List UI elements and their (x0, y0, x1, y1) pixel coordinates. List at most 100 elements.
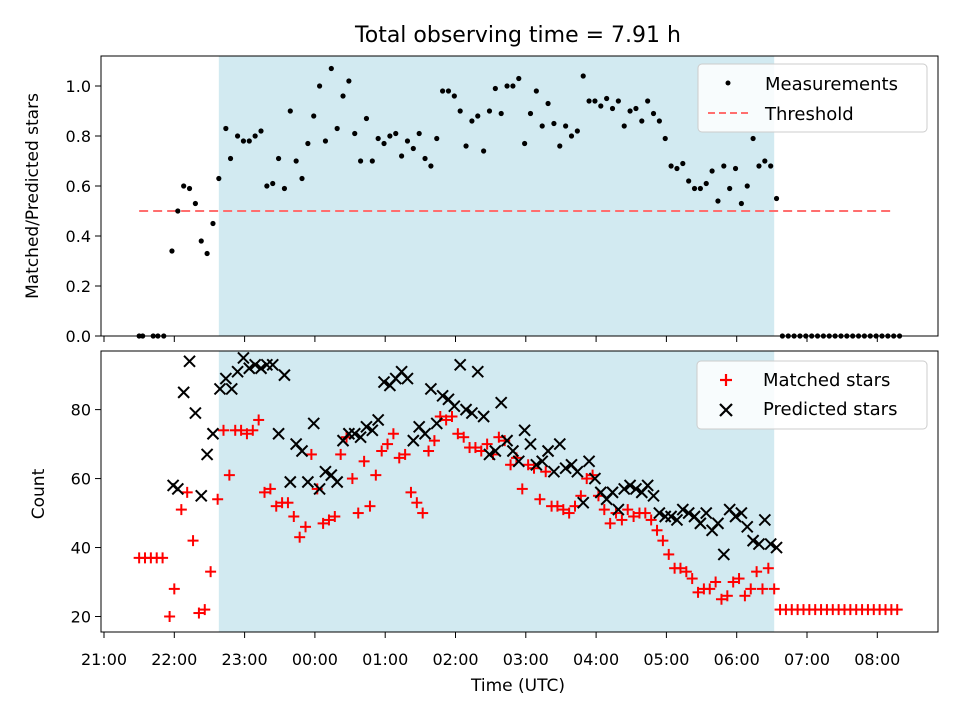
predicted-star-point (295, 444, 309, 458)
measurement-point (192, 200, 198, 207)
predicted-star-point (465, 406, 479, 420)
predicted-star-point (506, 444, 520, 458)
measurement-point (186, 185, 193, 192)
measurement-point (357, 158, 364, 164)
matched-star-point (157, 552, 169, 564)
measurement-point (428, 163, 434, 169)
measurement-point (516, 75, 522, 82)
measurement-point (504, 83, 510, 89)
measurement-point (715, 198, 721, 204)
measurement-point (246, 138, 252, 144)
matched-star-point (376, 445, 388, 457)
bottom-shade-region (218, 351, 775, 632)
x-tick-label: 06:00 (714, 650, 760, 669)
predicted-star-point (735, 506, 748, 520)
matched-star-point (692, 586, 704, 598)
top-panel: 0.0 0.2 0.4 0.6 0.8 1.0 Matched/Predicted sta… (23, 55, 939, 346)
predicted-star-point (206, 427, 220, 440)
matched-star-point (358, 455, 370, 467)
measurement-point (773, 195, 780, 202)
predicted-star-point (231, 365, 244, 378)
measurement-point (533, 88, 539, 94)
predicted-star-point (366, 424, 379, 437)
predicted-star-point (237, 351, 250, 365)
measurement-point (627, 108, 633, 114)
measurement-point (621, 123, 627, 129)
measurement-point (404, 138, 411, 144)
predicted-star-point (225, 382, 238, 396)
bottom-y-axis-ticks: 20 40 60 80 (71, 401, 101, 626)
measurement-point (469, 118, 475, 124)
measurement-point (481, 148, 487, 154)
predicted-star-point (453, 358, 467, 371)
measurement-point (639, 118, 645, 124)
matched-star-point (440, 414, 452, 426)
predicted-star-point (260, 358, 274, 371)
matched-star-point (193, 607, 205, 619)
measurement-point (305, 140, 311, 147)
matched-star-point (352, 507, 364, 519)
measurement-point (732, 165, 739, 172)
predicted-star-point (741, 520, 754, 534)
measurement-point (475, 113, 481, 119)
bottom-x-axis-ticks: 21:00 22:00 23:00 00:00 01:00 02:00 03:00 04:00… (81, 632, 900, 669)
measurement-point (252, 133, 258, 139)
x-axis-label: Time (UTC) (470, 676, 565, 696)
y-tick-label: 0.6 (66, 177, 91, 196)
y-tick-label: 80 (71, 401, 91, 420)
measurement-point (486, 108, 493, 114)
predicted-star-point (183, 355, 196, 368)
matched-star-point (247, 424, 259, 436)
measurement-point (422, 155, 428, 162)
measurement-point (369, 158, 375, 164)
predicted-star-point (559, 462, 572, 475)
matched-star-point (294, 531, 306, 543)
measurement-point (234, 133, 241, 139)
measurement-point (650, 110, 657, 117)
measurement-point (175, 208, 181, 214)
measurement-point (609, 105, 616, 112)
measurement-point (198, 238, 204, 244)
matched-star-point (721, 590, 733, 602)
matched-star-point (205, 566, 217, 578)
matched-star-point (452, 428, 464, 440)
predicted-star-point (424, 382, 438, 396)
predicted-star-point (430, 417, 443, 430)
matched-star-point (259, 486, 271, 498)
predicted-star-point (301, 475, 315, 489)
measurement-point (645, 98, 651, 104)
measurement-point (346, 78, 352, 84)
measurement-point (416, 130, 422, 137)
measurement-point (410, 145, 416, 152)
measurement-point (527, 110, 534, 117)
matched-star-point (393, 452, 405, 464)
predicted-star-point (752, 537, 766, 551)
matched-star-point (212, 493, 224, 505)
predicted-star-point (195, 489, 208, 503)
measurement-point (586, 98, 592, 104)
measurement-point (727, 185, 733, 192)
predicted-star-point (171, 482, 185, 496)
bottom-panel: 20 40 60 80 21:00 22:00 23:00 00:00 01:00 02:00 0… (29, 350, 939, 696)
top-legend: Measurements Threshold (697, 63, 928, 133)
measurement-point (363, 115, 370, 122)
measurement-point (686, 178, 692, 184)
measurement-point (721, 163, 727, 169)
x-tick-label: 04:00 (573, 650, 619, 669)
measurement-point (227, 155, 234, 162)
matched-star-point (323, 514, 335, 526)
x-tick-label: 02:00 (432, 650, 478, 669)
matched-star-point (288, 510, 300, 522)
measurement-point (311, 113, 317, 119)
matched-star-point (264, 483, 276, 495)
measurement-point (557, 143, 563, 149)
predicted-star-point (330, 475, 344, 489)
matched-star-point (762, 562, 774, 574)
measurement-point (275, 155, 282, 162)
predicted-star-point (647, 489, 660, 503)
y-tick-label: 0.0 (66, 327, 91, 346)
x-tick-label: 08:00 (854, 650, 900, 669)
matched-star-point (522, 459, 534, 471)
measurement-point (352, 130, 358, 137)
